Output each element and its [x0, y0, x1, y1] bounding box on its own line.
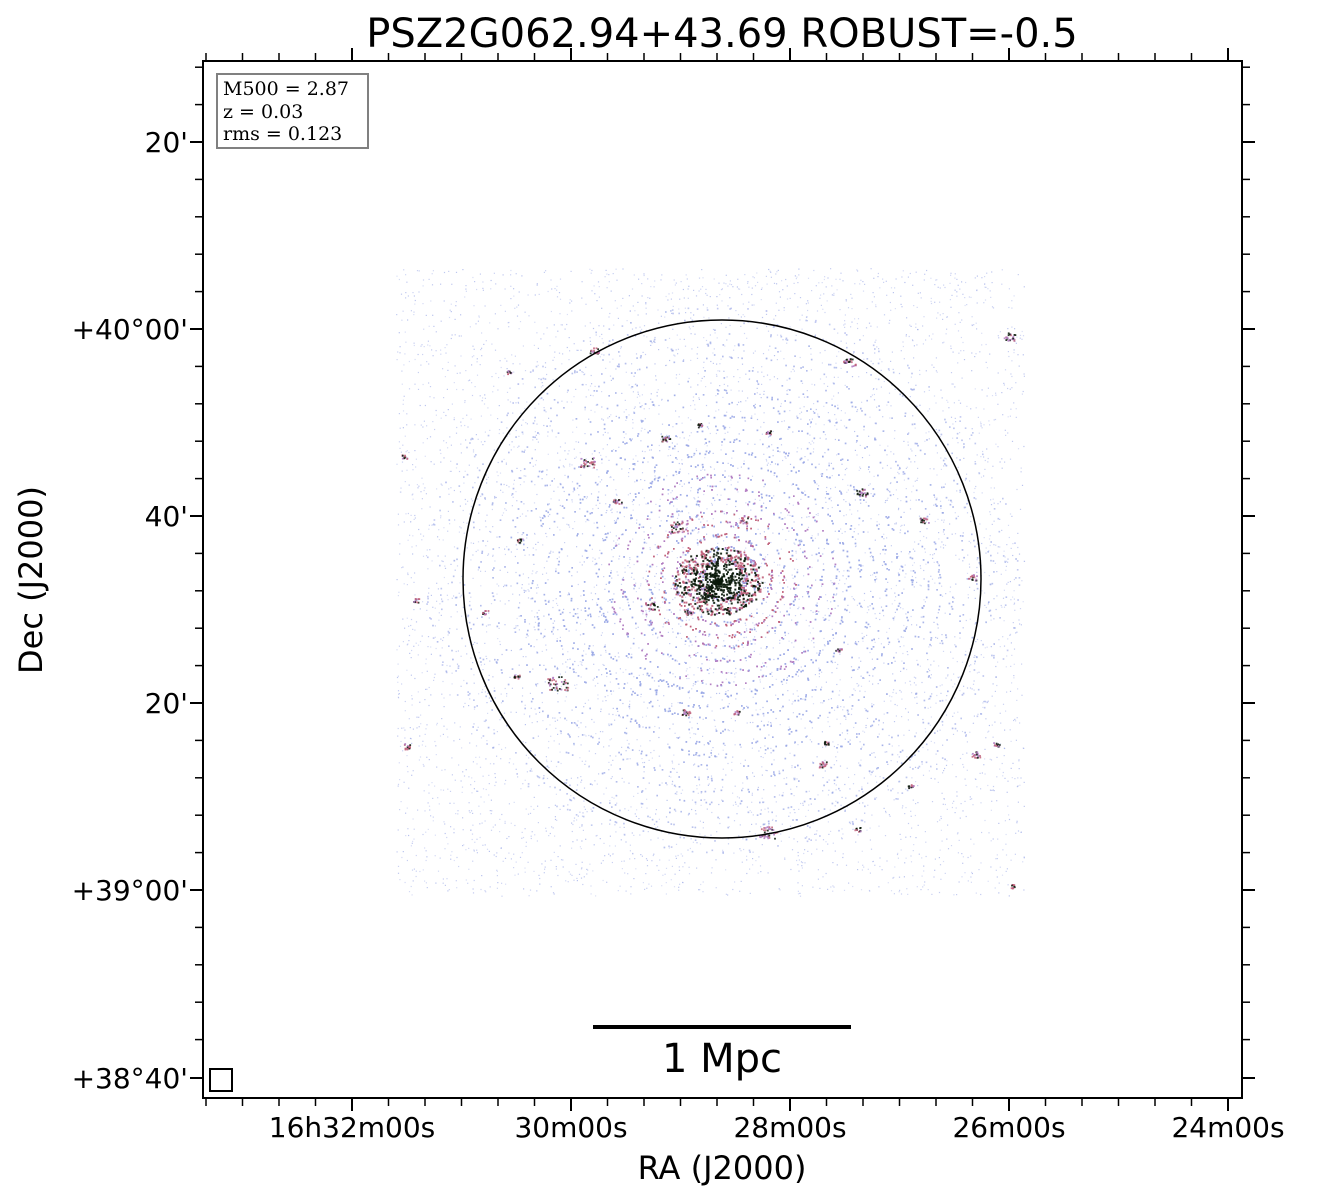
y-tick-label: +38°40': [72, 1062, 188, 1095]
plot-frame: [202, 60, 1243, 1099]
y-tick-label: +39°00': [72, 874, 188, 907]
y-tick-label: 40': [145, 500, 188, 533]
radio-image: [396, 268, 1026, 897]
plot-title: PSZ2G062.94+43.69 ROBUST=-0.5: [366, 11, 1077, 57]
r500-circle: [462, 319, 982, 839]
y-tick-label: 20': [145, 126, 188, 159]
x-axis: 16h32m00s 30m00s 28m00s 26m00s 24m00s: [269, 1111, 1285, 1144]
x-tick-label: 26m00s: [952, 1111, 1065, 1144]
scale-bar-label: 1 Mpc: [662, 1036, 782, 1082]
beam-marker: [209, 1068, 233, 1092]
info-rms: rms = 0.123: [223, 123, 342, 145]
y-tick-label: 20': [145, 687, 188, 720]
info-redshift: z = 0.03: [223, 101, 303, 123]
x-tick-label: 24m00s: [1171, 1111, 1284, 1144]
axis-ticks: [190, 48, 1255, 1111]
y-axis-label: Dec (J2000): [12, 486, 50, 674]
info-m500: M500 = 2.87: [223, 78, 349, 100]
x-tick-label: 30m00s: [514, 1111, 627, 1144]
info-box: M500 = 2.87 z = 0.03 rms = 0.123: [216, 73, 369, 149]
x-axis-label: RA (J2000): [638, 1149, 807, 1187]
y-tick-label: +40°00': [72, 313, 188, 346]
x-tick-label: 28m00s: [733, 1111, 846, 1144]
x-tick-label: 16h32m00s: [269, 1111, 436, 1144]
y-axis: 20' +40°00' 40' 20' +39°00' +38°40': [72, 126, 188, 1095]
